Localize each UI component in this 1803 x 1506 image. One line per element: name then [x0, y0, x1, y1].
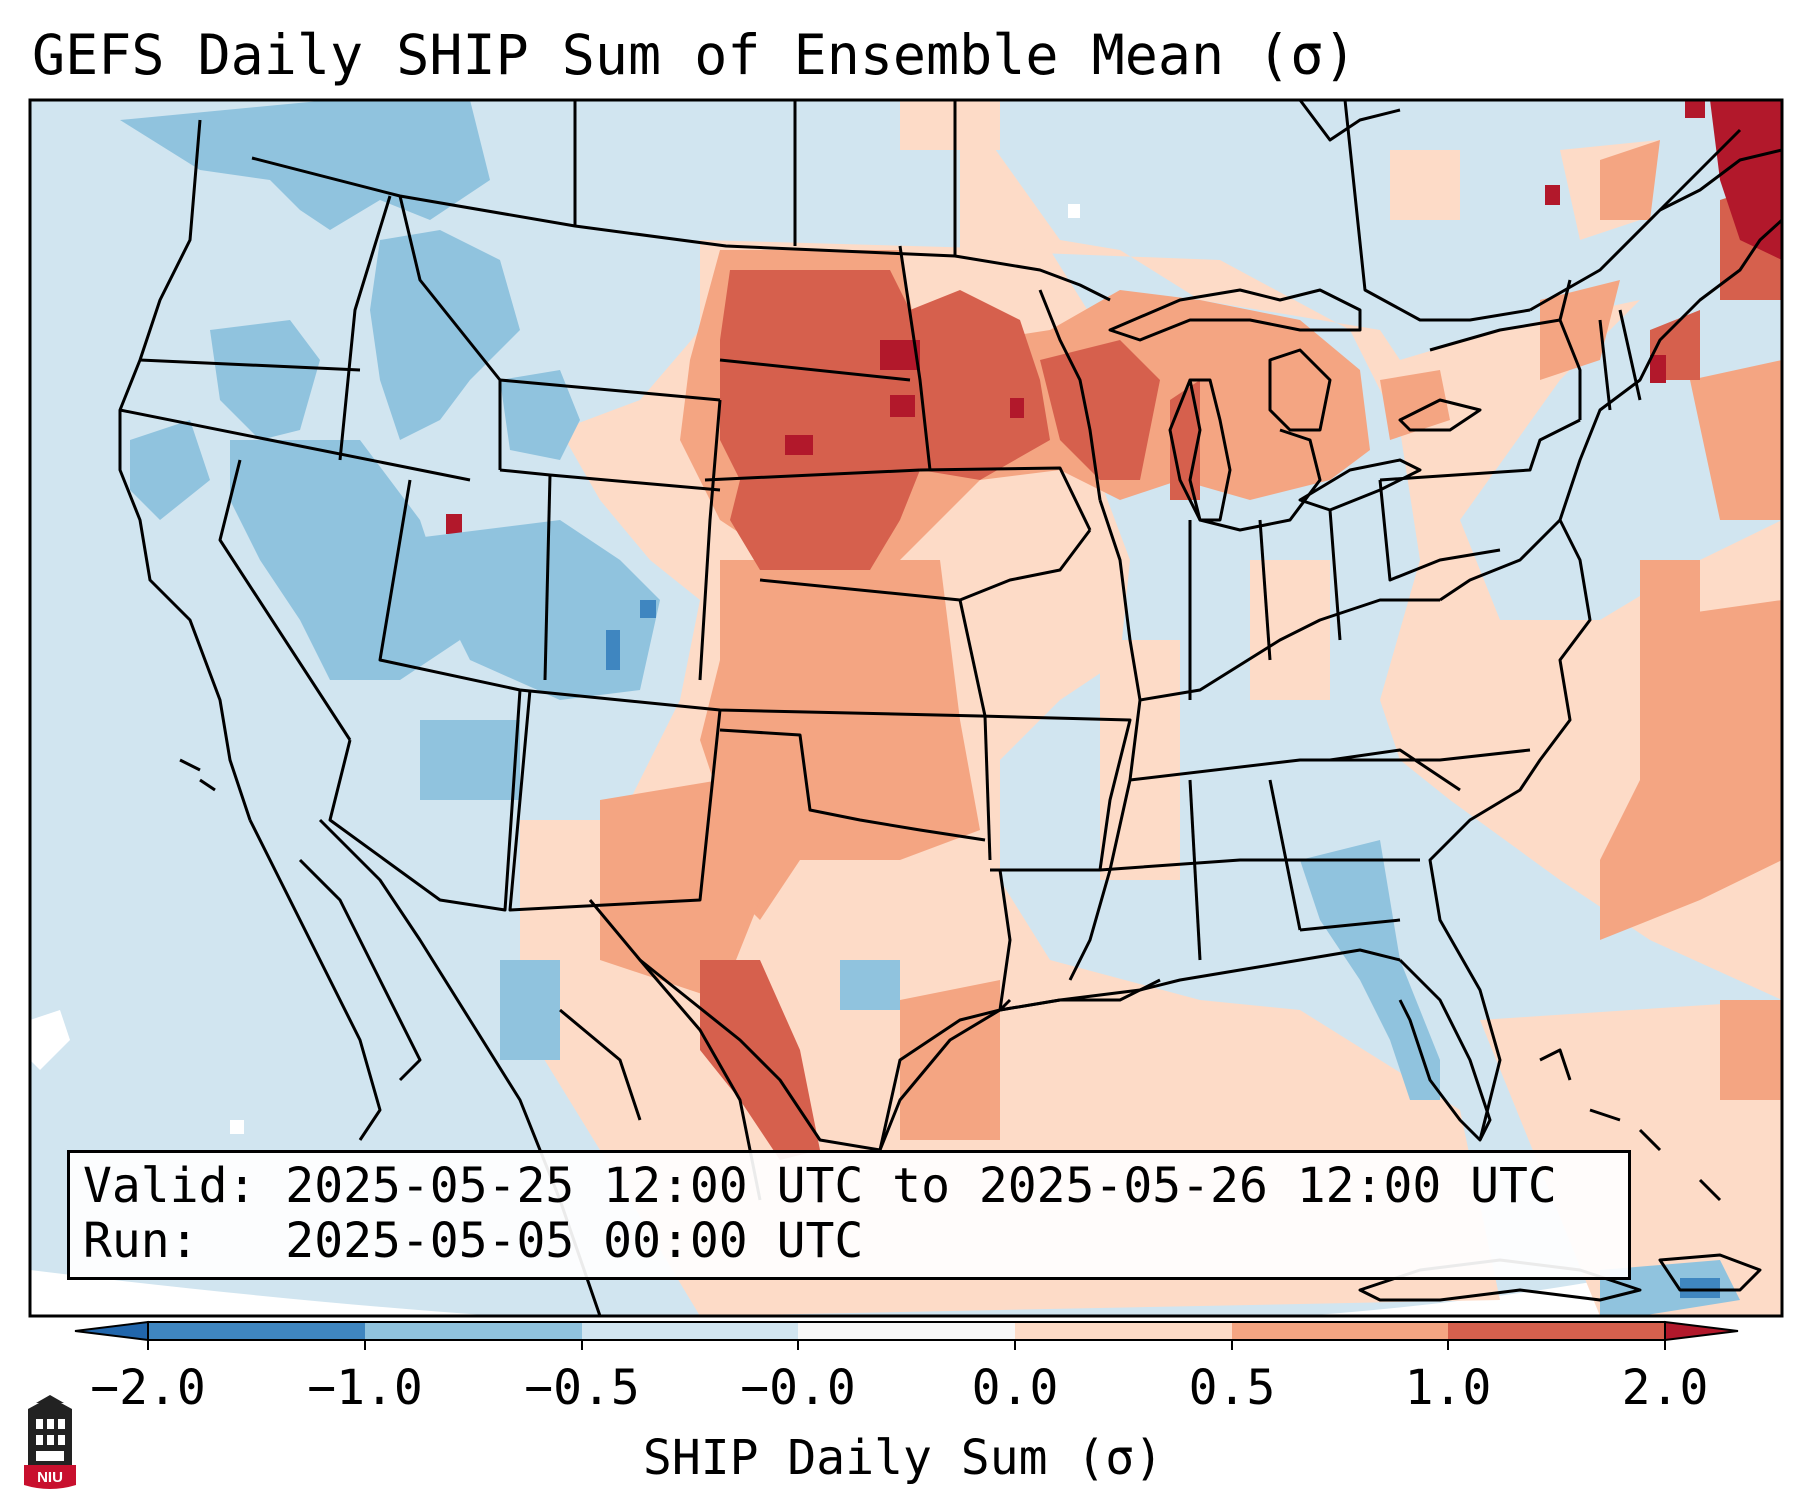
colorbar-tick-label: 1.0 [1404, 1360, 1492, 1416]
colorbar-label: SHIP Daily Sum (σ) [642, 1430, 1164, 1486]
run-text: 2025-05-05 00:00 UTC [285, 1213, 864, 1269]
colorbar-tick-label: −0.5 [524, 1360, 640, 1416]
colorbar-tick-label: 0.5 [1188, 1360, 1276, 1416]
valid-label: Valid: [83, 1158, 257, 1214]
boundaries [118, 100, 1782, 1316]
colorbar-tick-label: −2.0 [90, 1360, 206, 1416]
colorbar-tick-label: −1.0 [307, 1360, 423, 1416]
run-label: Run: [83, 1213, 199, 1269]
niu-logo-icon: NIU [24, 1395, 76, 1489]
colorbar-tick-label: −0.0 [740, 1360, 856, 1416]
valid-text: 2025-05-25 12:00 UTC to 2025-05-26 12:00… [285, 1158, 1557, 1214]
valid-time-box: Valid: 2025-05-25 12:00 UTC to 2025-05-2… [67, 1150, 1631, 1280]
logo-text: NIU [37, 1469, 63, 1486]
colorbar-tick-label: 0.0 [971, 1360, 1059, 1416]
missing-data-pixels [30, 204, 1080, 1134]
run-line: Run: 2025-05-05 00:00 UTC [83, 1214, 1628, 1269]
map-frame [28, 98, 1784, 1318]
colorbar-tick-label: 2.0 [1621, 1360, 1709, 1416]
negative-strong-regions [606, 600, 1720, 1298]
valid-line: Valid: 2025-05-25 12:00 UTC to 2025-05-2… [83, 1159, 1628, 1214]
negative-light-regions [120, 100, 1740, 1316]
map-title: GEFS Daily SHIP Sum of Ensemble Mean (σ) [32, 23, 1357, 87]
